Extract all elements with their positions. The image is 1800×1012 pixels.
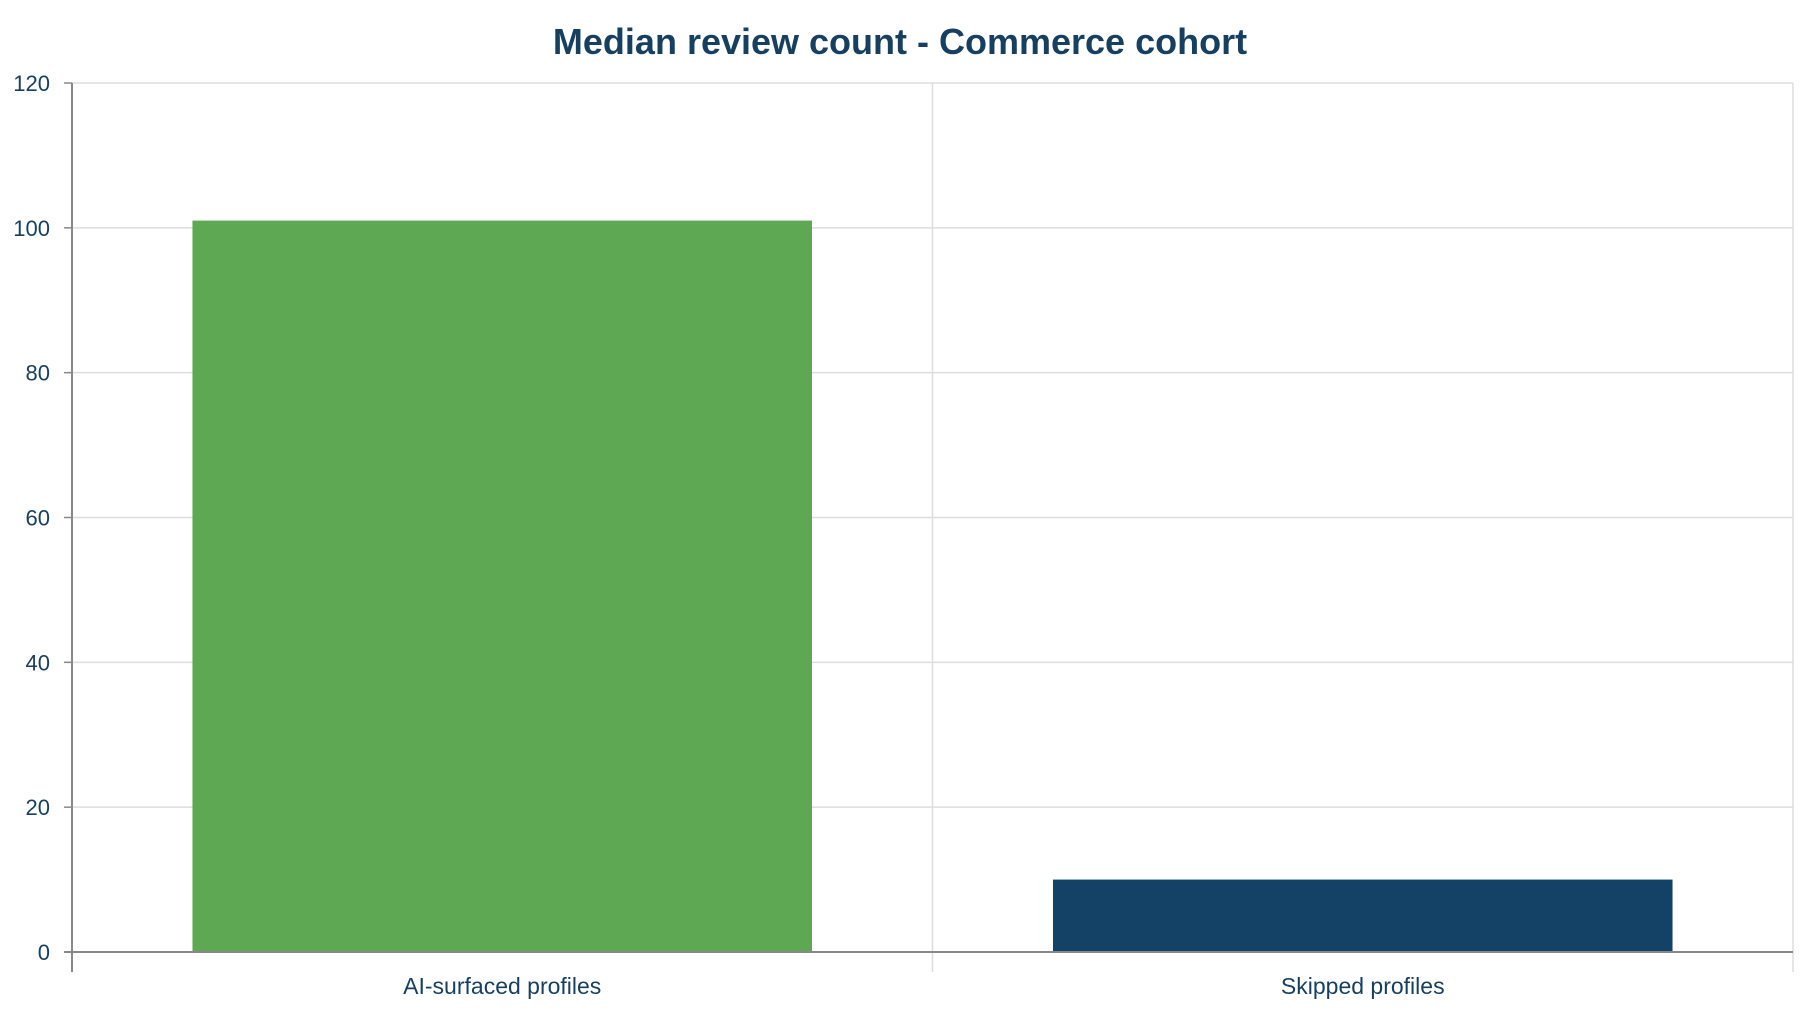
y-tick-label: 60 xyxy=(26,506,50,531)
y-tick-label: 120 xyxy=(13,71,50,96)
chart-title: Median review count - Commerce cohort xyxy=(553,21,1247,62)
y-tick-label: 40 xyxy=(26,650,50,675)
tick-labels: 0 20 40 60 80 100 120 AI-surfaced profiles Skipp… xyxy=(13,71,1444,999)
bar-1 xyxy=(192,220,813,952)
bar-2 xyxy=(1052,879,1673,952)
bars xyxy=(192,220,1673,952)
y-tick-label: 80 xyxy=(26,361,50,386)
y-tick-label: 100 xyxy=(13,216,50,241)
axes xyxy=(64,82,1793,972)
x-category-label: AI-surfaced profiles xyxy=(403,973,601,999)
x-category-label: Skipped profiles xyxy=(1281,973,1445,999)
y-tick-label: 20 xyxy=(26,795,50,820)
y-tick-label: 0 xyxy=(38,940,50,965)
